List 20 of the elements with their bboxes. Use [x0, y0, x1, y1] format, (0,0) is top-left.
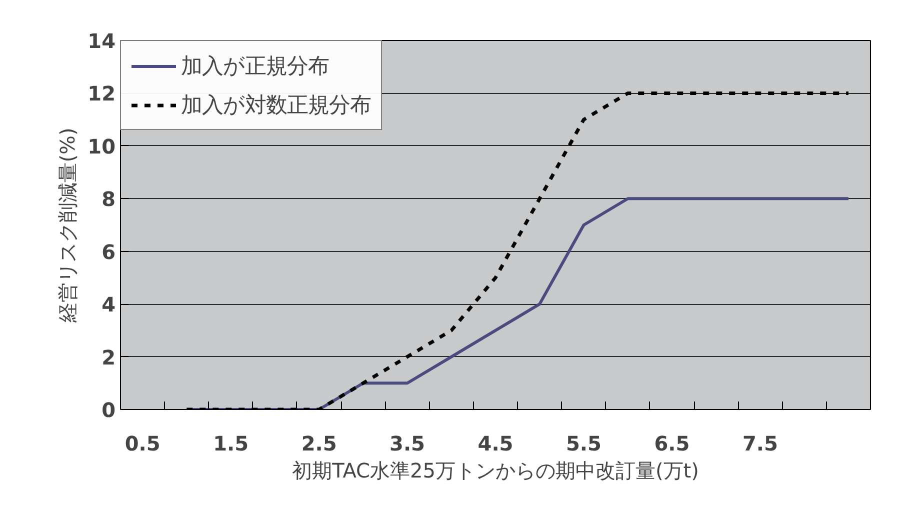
y-tick-label: 4 [102, 292, 116, 317]
legend-label: 加入が正規分布 [181, 53, 329, 80]
y-tick-label: 6 [102, 240, 116, 264]
x-tick-label: 7.5 [742, 432, 778, 456]
x-tick-label: 3.5 [390, 432, 425, 456]
x-tick-label: 2.5 [301, 432, 337, 456]
y-axis-title: 経営リスク削減量(%) [56, 128, 80, 324]
x-tick-label: 6.5 [654, 432, 690, 456]
x-tick-label: 1.5 [213, 432, 249, 456]
y-tick-label: 2 [102, 345, 116, 370]
y-tick-label: 0 [102, 398, 116, 422]
y-tick-label: 14 [88, 29, 116, 53]
y-tick-label: 12 [88, 82, 116, 106]
legend-label: 加入が対数正規分布 [181, 92, 371, 119]
x-tick-label: 5.5 [566, 432, 602, 456]
x-tick-label: 4.5 [478, 432, 514, 456]
y-tick-label: 10 [88, 134, 116, 158]
y-tick-label: 8 [102, 187, 116, 212]
x-tick-label: 0.5 [124, 432, 160, 456]
x-axis-title: 初期TAC水準25万トンからの期中改訂量(万t) [292, 458, 699, 482]
